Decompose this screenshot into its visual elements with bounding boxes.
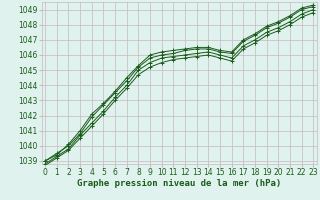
X-axis label: Graphe pression niveau de la mer (hPa): Graphe pression niveau de la mer (hPa) bbox=[77, 179, 281, 188]
